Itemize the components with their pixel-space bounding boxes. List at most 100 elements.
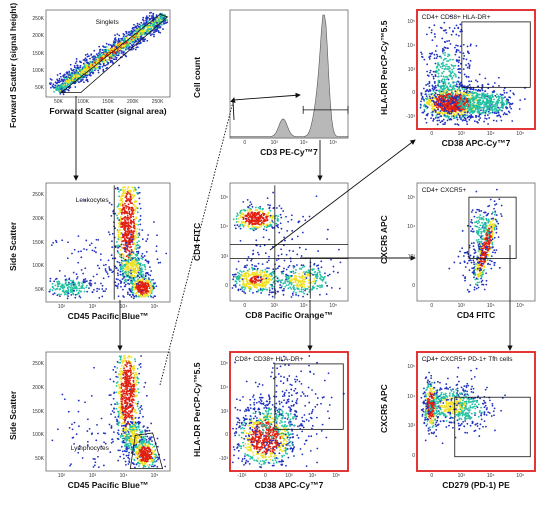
event-dot [454, 53, 457, 56]
event-dot [59, 288, 61, 290]
event-dot [121, 45, 124, 48]
event-dot [138, 23, 141, 26]
event-dot [128, 237, 131, 240]
event-dot [150, 278, 153, 281]
event-dot [131, 44, 134, 47]
event-dot [88, 244, 91, 246]
event-dot [511, 120, 514, 122]
event-dot [83, 290, 86, 293]
event-dot [471, 112, 474, 114]
event-dot [446, 85, 448, 88]
event-dot [116, 205, 119, 208]
event-dot [119, 270, 122, 273]
event-dot [426, 74, 429, 77]
event-dot [277, 215, 280, 218]
event-dot [498, 114, 501, 117]
event-dot [128, 40, 131, 43]
event-dot [434, 95, 437, 98]
event-dot [59, 89, 62, 92]
event-dot [86, 80, 89, 83]
event-dot [84, 68, 87, 71]
event-dot [140, 255, 143, 257]
event-dot [70, 68, 72, 70]
event-dot [467, 76, 470, 78]
event-dot [129, 236, 132, 239]
event-dot [90, 63, 93, 66]
event-dot [120, 215, 122, 218]
event-dot [461, 97, 464, 100]
event-dot [146, 26, 149, 29]
event-dot [149, 285, 152, 287]
event-dot [131, 241, 133, 243]
event-dot [438, 55, 441, 58]
event-dot [494, 94, 497, 97]
event-dot [475, 98, 477, 101]
event-dot [130, 279, 132, 282]
event-dot [120, 285, 122, 288]
event-dot [464, 111, 466, 114]
event-dot [472, 102, 474, 105]
event-dot [106, 273, 109, 275]
event-dot [121, 218, 124, 221]
event-dot [68, 70, 71, 73]
event-dot [489, 95, 492, 98]
event-dot [473, 92, 476, 94]
event-dot [434, 75, 437, 78]
event-dot [478, 96, 480, 99]
event-dot [49, 280, 52, 283]
event-dot [114, 265, 117, 268]
event-dot [434, 117, 437, 119]
event-dot [115, 58, 118, 61]
event-dot [133, 41, 136, 44]
event-dot [142, 289, 145, 292]
event-dot [474, 108, 477, 111]
event-dot [85, 280, 88, 283]
event-dot [131, 207, 134, 210]
event-dot [133, 222, 136, 225]
event-dot [468, 90, 471, 93]
event-dot [86, 290, 89, 293]
event-dot [58, 77, 61, 80]
event-dot [145, 272, 147, 275]
event-dot [458, 85, 461, 88]
event-dot [130, 274, 133, 277]
event-dot [148, 277, 151, 280]
event-dot [126, 267, 129, 270]
event-dot [456, 95, 458, 98]
event-dot [82, 272, 85, 275]
event-dot [149, 274, 152, 277]
event-dot [443, 114, 446, 116]
event-dot [114, 284, 117, 287]
event-dot [484, 77, 487, 80]
event-dot [113, 41, 116, 44]
event-dot [496, 115, 498, 117]
event-dot [85, 76, 88, 79]
event-dot [150, 22, 152, 25]
event-dot [443, 29, 445, 32]
event-dot [66, 85, 69, 87]
event-dot [471, 99, 474, 101]
event-dot [441, 80, 443, 83]
event-dot [457, 71, 460, 74]
event-dot [237, 220, 240, 223]
event-dot [131, 236, 134, 239]
event-dot [58, 293, 60, 296]
event-dot [473, 120, 476, 123]
event-dot [49, 78, 52, 80]
event-dot [134, 236, 137, 239]
event-dot [473, 104, 475, 107]
event-dot [119, 263, 122, 266]
event-dot [439, 85, 441, 88]
event-dot [481, 92, 483, 95]
event-dot [138, 202, 141, 205]
event-dot [111, 232, 114, 235]
event-dot [117, 43, 120, 46]
event-dot [67, 281, 70, 284]
event-dot [120, 243, 123, 246]
event-dot [491, 93, 494, 96]
event-dot [491, 111, 494, 114]
event-dot [74, 296, 77, 299]
event-dot [458, 87, 460, 90]
event-dot [145, 251, 148, 253]
event-dot [445, 116, 448, 118]
